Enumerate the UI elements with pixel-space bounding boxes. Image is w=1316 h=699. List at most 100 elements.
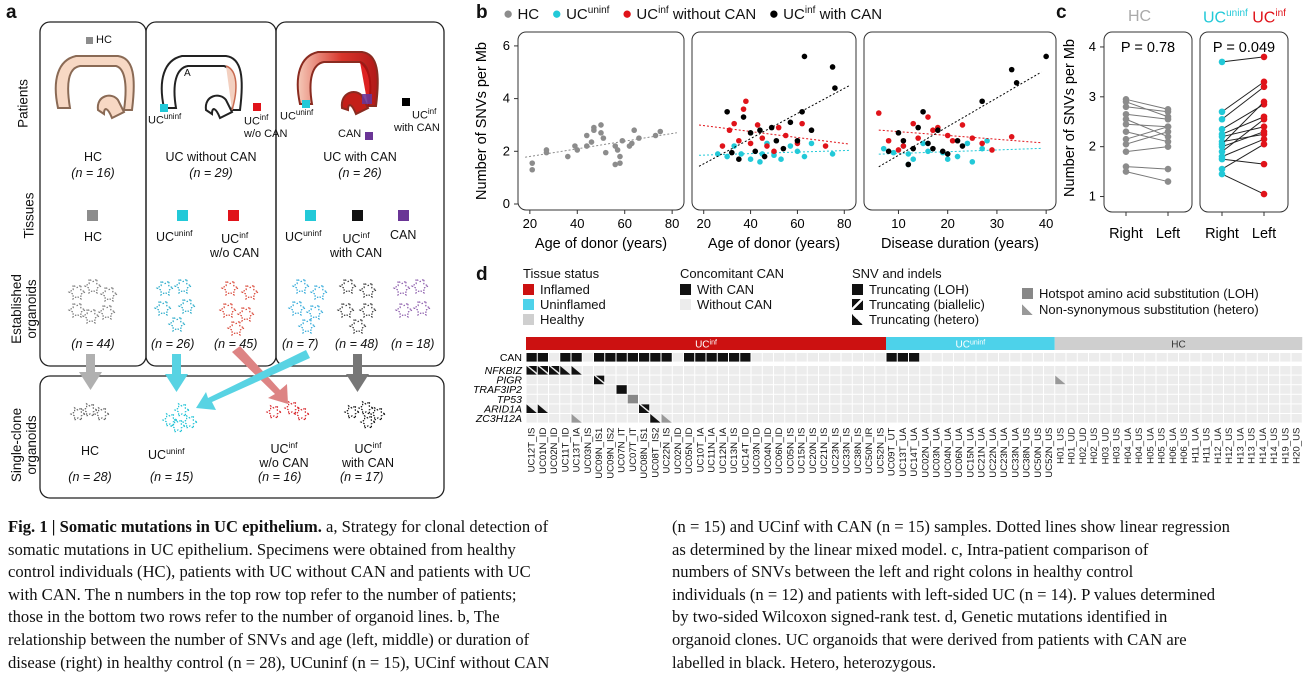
matrix-cell bbox=[1032, 404, 1043, 413]
matrix-cell bbox=[864, 394, 875, 404]
matrix-cell bbox=[639, 366, 650, 375]
single-inf-name: UCinf w/o CAN bbox=[259, 440, 309, 471]
band-label: UCuninf bbox=[956, 340, 986, 351]
matrix-row-label: NFKBIZ bbox=[485, 365, 523, 377]
can-cell bbox=[1179, 353, 1190, 362]
organoid-star-icon bbox=[392, 279, 412, 297]
matrix-cell bbox=[1235, 404, 1246, 413]
legend-trunc-bi: Truncating (biallelic) bbox=[852, 297, 985, 312]
matrix-cell bbox=[526, 366, 537, 375]
data-point bbox=[657, 128, 664, 135]
point-right bbox=[1218, 148, 1226, 155]
sample-label: UC23N_IS bbox=[830, 428, 841, 474]
panel-a-diagram bbox=[39, 21, 445, 499]
matrix-cell bbox=[1044, 385, 1055, 394]
matrix-cell bbox=[785, 404, 796, 413]
sample-label: H06_US bbox=[1179, 428, 1190, 464]
mutation-truncating-biallelic-b bbox=[539, 366, 548, 373]
matrix-cell bbox=[1021, 414, 1032, 423]
data-point bbox=[794, 148, 801, 155]
matrix-cell bbox=[751, 375, 762, 385]
matrix-cell bbox=[886, 394, 897, 404]
matrix-cell bbox=[1010, 394, 1021, 404]
matrix-cell bbox=[1257, 385, 1268, 394]
matrix-cell bbox=[1257, 366, 1268, 375]
matrix-cell bbox=[931, 404, 942, 413]
organoid-star-icon bbox=[265, 404, 283, 420]
matrix-row-label: PIGR bbox=[496, 375, 522, 387]
matrix-cell bbox=[1134, 404, 1145, 413]
data-point bbox=[832, 85, 838, 91]
uninf-marker bbox=[160, 104, 168, 112]
tag-hc: HC bbox=[96, 34, 112, 46]
single-inf-n: (n = 16) bbox=[258, 470, 302, 484]
tissue-inf-can-square bbox=[352, 210, 363, 221]
data-point bbox=[529, 166, 536, 173]
matrix-cell bbox=[1066, 394, 1077, 404]
can-cell bbox=[740, 353, 751, 362]
tissue-band bbox=[526, 337, 886, 350]
matrix-cell bbox=[1145, 414, 1156, 423]
matrix-cell bbox=[954, 385, 965, 394]
x-tick-label: 40 bbox=[570, 216, 584, 231]
data-point bbox=[736, 137, 742, 144]
matrix-cell bbox=[560, 404, 571, 413]
x-tick-label: 60 bbox=[617, 216, 631, 231]
matrix-cell bbox=[987, 385, 998, 394]
pair-line bbox=[1221, 101, 1265, 145]
data-point bbox=[775, 124, 782, 131]
panel-d-mutation-matrix: UCinf UCuninf HC CANNFKBIZPIGRTRAF3IP2TP53A… bbox=[474, 337, 1303, 479]
matrix-cell bbox=[616, 414, 627, 423]
data-point bbox=[920, 140, 926, 147]
y-tick-label: 4 bbox=[503, 91, 510, 106]
point-left bbox=[1260, 190, 1268, 198]
matrix-cell bbox=[549, 375, 560, 385]
data-point bbox=[757, 159, 763, 165]
p-value: P = 0.049 bbox=[1213, 40, 1275, 56]
data-point bbox=[944, 132, 951, 139]
matrix-cell bbox=[650, 366, 661, 375]
matrix-cell bbox=[774, 404, 785, 413]
pair-line bbox=[1125, 98, 1169, 110]
matrix-cell bbox=[627, 375, 638, 385]
data-point bbox=[910, 156, 917, 163]
matrix-cell bbox=[1032, 394, 1043, 404]
pair-line bbox=[1221, 116, 1265, 135]
matrix-cell bbox=[605, 385, 616, 394]
mutation-hotspot bbox=[627, 394, 638, 404]
sample-label: H14_US bbox=[1269, 428, 1280, 464]
sample-label: H02_UD bbox=[1078, 428, 1089, 465]
matrix-cell bbox=[830, 366, 841, 375]
matrix-row-label: ZC3H12A bbox=[475, 413, 522, 425]
matrix-cell bbox=[706, 404, 717, 413]
matrix-cell bbox=[549, 414, 560, 423]
y-tick-label: 0 bbox=[503, 196, 510, 211]
single-clone-box bbox=[39, 375, 445, 499]
matrix-cell bbox=[1077, 404, 1088, 413]
matrix-cell bbox=[594, 404, 605, 413]
matrix-cell bbox=[774, 375, 785, 385]
matrix-cell bbox=[886, 414, 897, 423]
matrix-cell bbox=[751, 404, 762, 413]
matrix-cell bbox=[729, 394, 740, 404]
data-point bbox=[583, 143, 590, 149]
can-cell bbox=[751, 353, 762, 362]
matrix-cell bbox=[717, 366, 728, 375]
matrix-cell bbox=[987, 404, 998, 413]
matrix-cell bbox=[571, 366, 582, 375]
matrix-cell bbox=[1224, 366, 1235, 375]
matrix-cell bbox=[684, 385, 695, 394]
sample-label: UC52N_US bbox=[1044, 428, 1055, 478]
org-hc-n: (n = 44) bbox=[71, 337, 115, 351]
sample-label: UC38N_US bbox=[1022, 428, 1033, 478]
can-cell bbox=[774, 353, 785, 362]
matrix-cell bbox=[1280, 375, 1291, 385]
data-point bbox=[780, 145, 787, 152]
data-point bbox=[930, 127, 936, 134]
sample-label: UC02N_ID bbox=[673, 428, 684, 474]
matrix-cell bbox=[909, 404, 920, 413]
data-point bbox=[939, 148, 946, 155]
matrix-cell bbox=[774, 414, 785, 423]
matrix-cell bbox=[549, 385, 560, 394]
matrix-cell bbox=[796, 404, 807, 413]
